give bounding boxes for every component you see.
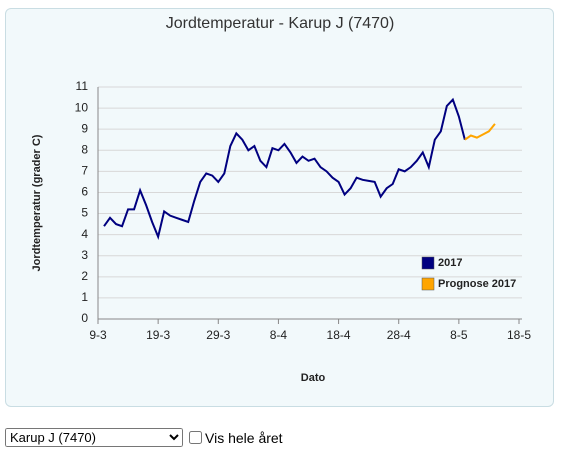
y-tick-label: 2 xyxy=(81,269,88,283)
y-tick-label: 4 xyxy=(81,227,88,241)
chart-panel xyxy=(5,8,554,407)
x-tick-label: 8-4 xyxy=(270,328,288,342)
legend-swatch xyxy=(421,277,435,291)
x-tick-label: 29-3 xyxy=(206,328,230,342)
y-tick-label: 7 xyxy=(81,164,88,178)
x-axis-label: Dato xyxy=(301,372,326,384)
y-tick-label: 10 xyxy=(75,100,89,114)
chart-title: Jordtemperatur - Karup J (7470) xyxy=(166,15,395,32)
legend-swatch xyxy=(421,256,435,270)
show-year-label[interactable]: Vis hele året xyxy=(205,429,283,446)
station-select[interactable]: Karup J (7470) xyxy=(5,428,183,447)
x-tick-label: 19-3 xyxy=(146,328,170,342)
y-tick-label: 9 xyxy=(81,121,88,135)
line-series xyxy=(103,97,466,241)
line-series xyxy=(464,123,496,141)
y-tick-label: 6 xyxy=(81,185,88,199)
x-tick-label: 28-4 xyxy=(387,328,411,342)
y-axis-label: Jordtemperatur (grader C) xyxy=(31,134,43,271)
x-tick-label: 9-3 xyxy=(89,328,107,342)
x-tick-label: 18-4 xyxy=(327,328,351,342)
y-tick-label: 3 xyxy=(81,248,88,262)
x-tick-label: 8-5 xyxy=(450,328,468,342)
legend-label: 2017 xyxy=(438,257,462,269)
y-tick-label: 1 xyxy=(81,290,88,304)
y-tick-label: 11 xyxy=(76,79,89,93)
controls: Karup J (7470) Vis hele året xyxy=(5,428,283,447)
y-tick-label: 8 xyxy=(81,142,88,156)
y-tick-label: 5 xyxy=(81,206,88,220)
legend-label: Prognose 2017 xyxy=(438,278,516,290)
x-tick-label: 18-5 xyxy=(507,328,531,342)
show-year-checkbox[interactable] xyxy=(189,431,202,444)
chart: Jordtemperatur - Karup J (7470) Dato Jor… xyxy=(31,15,531,384)
y-tick-label: 0 xyxy=(81,311,88,325)
